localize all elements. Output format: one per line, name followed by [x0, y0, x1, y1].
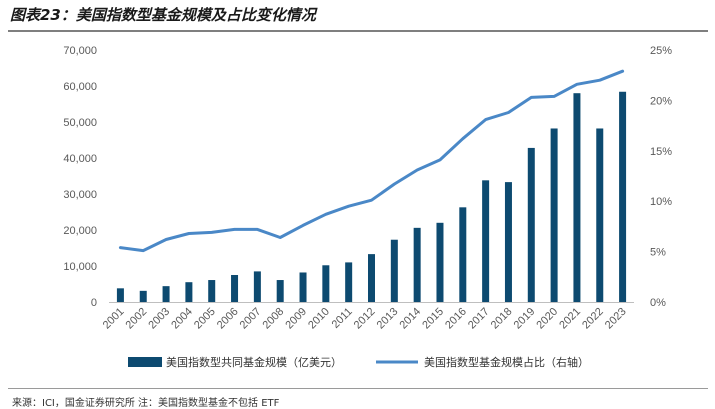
bar — [459, 207, 467, 302]
chart-title: 图表23：美国指数型基金规模及占比变化情况 — [10, 6, 316, 24]
x-tick-label: 2006 — [215, 306, 241, 332]
x-tick-label: 2001 — [101, 306, 127, 332]
line-series — [118, 69, 625, 253]
legend-bar-label: 美国指数型共同基金规模（亿美元） — [166, 355, 342, 369]
bar — [550, 128, 558, 302]
bar — [231, 275, 239, 302]
x-tick-label: 2017 — [466, 306, 492, 332]
x-tick-label: 2011 — [330, 306, 355, 331]
share-line — [118, 69, 625, 253]
left-tick-label: 20,000 — [63, 225, 97, 237]
bar-series — [116, 91, 627, 302]
x-tick-label: 2015 — [420, 306, 446, 332]
x-tick-label: 2019 — [512, 306, 538, 332]
legend: 美国指数型共同基金规模（亿美元） 美国指数型基金规模占比（右轴） — [128, 355, 589, 369]
x-tick-label: 2009 — [283, 306, 309, 332]
right-tick-label: 5% — [650, 247, 666, 259]
right-tick-label: 0% — [650, 297, 666, 309]
title-rule — [8, 30, 708, 32]
bar — [185, 282, 193, 302]
bar — [619, 91, 627, 302]
x-tick-label: 2003 — [146, 306, 172, 332]
bar — [436, 222, 444, 302]
left-tick-label: 70,000 — [63, 45, 97, 57]
x-tick-label: 2016 — [443, 306, 469, 332]
x-tick-label: 2008 — [261, 306, 287, 332]
x-tick-label: 2010 — [306, 306, 332, 332]
legend-line-label: 美国指数型基金规模占比（右轴） — [424, 355, 589, 369]
x-tick-label: 2023 — [603, 306, 629, 332]
x-tick-label: 2002 — [124, 306, 150, 332]
left-tick-label: 10,000 — [63, 261, 97, 273]
x-tick-label: 2005 — [192, 306, 218, 332]
bar — [208, 280, 216, 302]
bar — [116, 288, 124, 302]
left-tick-label: 60,000 — [63, 81, 97, 93]
bar — [573, 93, 581, 302]
x-tick-label: 2013 — [375, 306, 401, 332]
legend-bar-swatch — [128, 357, 162, 367]
bottom-rule — [8, 388, 708, 389]
x-tick-label: 2004 — [169, 306, 195, 332]
left-tick-label: 30,000 — [63, 189, 97, 201]
bar — [596, 128, 604, 302]
bar — [299, 272, 307, 302]
bar — [322, 265, 330, 302]
right-axis: 0% 5% 10% 15% 20% 25% — [650, 45, 672, 309]
bar — [276, 280, 284, 302]
right-tick-label: 10% — [650, 196, 672, 208]
bar — [253, 271, 261, 302]
bar — [345, 262, 353, 302]
bar — [139, 290, 147, 302]
bar — [413, 227, 421, 302]
x-tick-label: 2014 — [397, 306, 423, 332]
right-tick-label: 15% — [650, 146, 672, 158]
right-tick-label: 25% — [650, 45, 672, 57]
x-tick-label: 2022 — [580, 306, 606, 332]
bar — [368, 254, 375, 302]
bar — [390, 239, 398, 302]
x-tick-label: 2021 — [557, 306, 583, 332]
left-tick-label: 50,000 — [63, 117, 97, 129]
bar — [482, 180, 490, 302]
right-tick-label: 20% — [650, 95, 672, 107]
x-axis: 2001200220032004200520062007200820092010… — [101, 306, 629, 332]
left-tick-label: 0 — [91, 297, 97, 309]
left-tick-label: 40,000 — [63, 153, 97, 165]
x-tick-label: 2020 — [534, 306, 560, 332]
bar — [504, 182, 512, 302]
source-note: 来源：ICI，国金证券研究所 注：美国指数型基金不包括 ETF — [12, 398, 280, 409]
x-tick-label: 2007 — [238, 306, 264, 332]
bar — [162, 286, 170, 302]
x-tick-label: 2012 — [352, 306, 378, 332]
left-axis: 0 10,000 20,000 30,000 40,000 50,000 60,000 70,… — [63, 45, 97, 309]
x-tick-label: 2018 — [489, 306, 515, 332]
bar — [527, 147, 535, 302]
